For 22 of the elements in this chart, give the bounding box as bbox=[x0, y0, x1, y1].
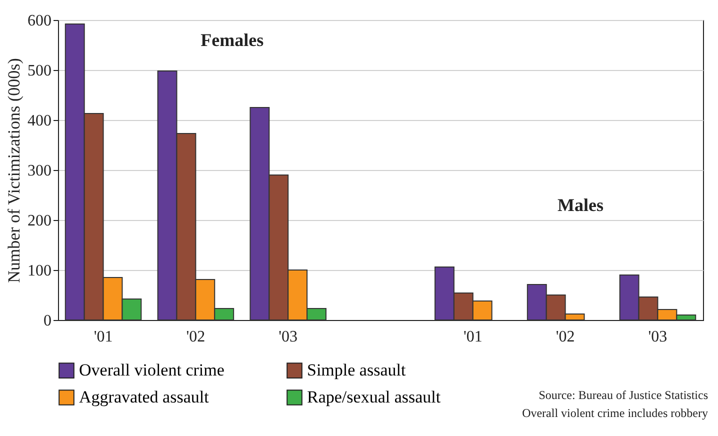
y-tick-label: 600 bbox=[28, 12, 52, 30]
y-axis-title: Number of Victimizations (000s) bbox=[4, 58, 24, 283]
x-tick-label: '03 bbox=[648, 328, 668, 346]
y-tick-label: 0 bbox=[44, 312, 52, 330]
y-tick-label: 400 bbox=[28, 112, 52, 130]
x-tick-label: '02 bbox=[556, 328, 575, 346]
text: Overall violent crime includes robbery bbox=[522, 406, 708, 420]
y-tick-label: 500 bbox=[28, 62, 52, 80]
x-tick-label: '01 bbox=[463, 328, 482, 346]
annotation: Females bbox=[200, 30, 264, 50]
x-tick-label: '03 bbox=[278, 328, 298, 346]
y-tick-label: 300 bbox=[28, 162, 52, 180]
y-tick-label: 100 bbox=[28, 262, 52, 280]
source-note: Source: Bureau of Justice Statistics bbox=[538, 388, 708, 402]
legend-label: Aggravated assault bbox=[79, 388, 210, 406]
legend-label: Overall violent crime bbox=[79, 360, 224, 380]
legend-label: Rape/sexual assault bbox=[307, 388, 441, 406]
x-tick-label: '02 bbox=[186, 328, 206, 346]
legend-label: Simple assault bbox=[307, 360, 406, 380]
y-tick-label: 200 bbox=[28, 212, 52, 230]
x-tick-label: '01 bbox=[94, 328, 113, 346]
annotation: Males bbox=[557, 195, 604, 215]
